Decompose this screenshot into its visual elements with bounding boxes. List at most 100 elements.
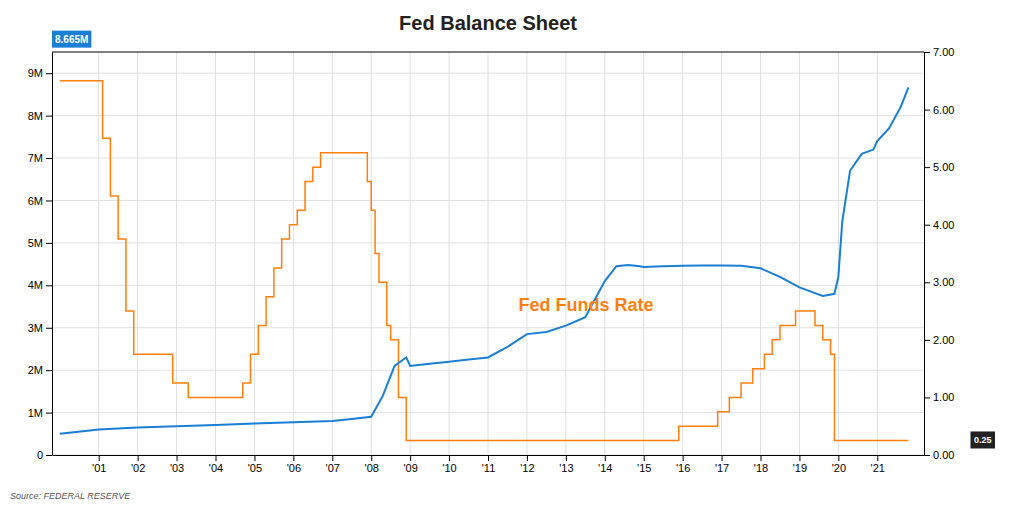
grid-line-y bbox=[52, 158, 924, 159]
annotation: Fed Funds Rate bbox=[519, 295, 654, 315]
tick: '14 bbox=[598, 455, 612, 474]
tick-mark bbox=[46, 285, 52, 286]
grid bbox=[52, 52, 924, 455]
tick-label: 5M bbox=[28, 237, 43, 249]
tick-mark bbox=[449, 455, 450, 461]
tick-mark bbox=[332, 455, 333, 461]
tick-label: 1M bbox=[28, 407, 43, 419]
tick-mark bbox=[924, 167, 930, 168]
tick: 5.00 bbox=[924, 161, 954, 173]
grid-line-x bbox=[488, 52, 489, 455]
grid-line-x bbox=[254, 52, 255, 455]
tick-mark bbox=[46, 370, 52, 371]
y2-axis: 0.001.002.003.004.005.006.007.00 bbox=[924, 46, 954, 461]
tick-label: '07 bbox=[326, 462, 340, 474]
tick: '06 bbox=[287, 455, 301, 474]
tick-mark bbox=[924, 282, 930, 283]
tick: '07 bbox=[326, 455, 340, 474]
grid-line-y bbox=[52, 200, 924, 201]
tick-mark bbox=[46, 200, 52, 201]
tick-mark bbox=[605, 455, 606, 461]
tick: 3M bbox=[28, 322, 52, 334]
tick-mark bbox=[924, 340, 930, 341]
tick: '08 bbox=[365, 455, 379, 474]
grid-line-x bbox=[682, 52, 683, 455]
tick: '09 bbox=[403, 455, 417, 474]
tick-label: '08 bbox=[365, 462, 379, 474]
tick: '01 bbox=[92, 455, 106, 474]
tick: 7M bbox=[28, 152, 52, 164]
tick-label: '13 bbox=[559, 462, 573, 474]
tick: 6M bbox=[28, 194, 52, 206]
tick: 8M bbox=[28, 110, 52, 122]
tick: '05 bbox=[248, 455, 262, 474]
tick-label: '09 bbox=[403, 462, 417, 474]
tick-mark bbox=[371, 455, 372, 461]
tick-mark bbox=[877, 455, 878, 461]
tick-label: '21 bbox=[871, 462, 885, 474]
tick-label: 9M bbox=[28, 67, 43, 79]
tick: 4.00 bbox=[924, 219, 954, 231]
tick: '02 bbox=[131, 455, 145, 474]
tick-label: '01 bbox=[92, 462, 106, 474]
tick-mark bbox=[99, 455, 100, 461]
tick-label: '16 bbox=[676, 462, 690, 474]
tick-label: 7M bbox=[28, 152, 43, 164]
tick: 0 bbox=[37, 449, 52, 461]
tick: '20 bbox=[832, 455, 846, 474]
tick-label: 6.00 bbox=[933, 104, 954, 116]
grid-line-x bbox=[176, 52, 177, 455]
tick-label: '04 bbox=[209, 462, 223, 474]
tick-mark bbox=[527, 455, 528, 461]
tick-label: '20 bbox=[832, 462, 846, 474]
tick-label: 0.00 bbox=[933, 449, 954, 461]
tick-mark bbox=[924, 455, 930, 456]
tick-label: 2M bbox=[28, 364, 43, 376]
tick: 6.00 bbox=[924, 104, 954, 116]
line bbox=[60, 87, 909, 433]
tick-mark bbox=[924, 225, 930, 226]
tick-label: 4.00 bbox=[933, 219, 954, 231]
tick: '16 bbox=[676, 455, 690, 474]
tick: '17 bbox=[715, 455, 729, 474]
tick-label: '17 bbox=[715, 462, 729, 474]
tick: '10 bbox=[442, 455, 456, 474]
grid-line-x bbox=[332, 52, 333, 455]
tick-mark bbox=[177, 455, 178, 461]
tick-label: 5.00 bbox=[933, 161, 954, 173]
tick-label: 4M bbox=[28, 279, 43, 291]
tick: 2M bbox=[28, 364, 52, 376]
grid-line-x bbox=[98, 52, 99, 455]
annotation-value-text: 8.665M bbox=[55, 34, 88, 45]
tick-mark bbox=[293, 455, 294, 461]
tick: '13 bbox=[559, 455, 573, 474]
tick-mark bbox=[683, 455, 684, 461]
tick-mark bbox=[46, 413, 52, 414]
grid-line-x bbox=[449, 52, 450, 455]
tick-mark bbox=[46, 243, 52, 244]
tick: 3.00 bbox=[924, 276, 954, 288]
tick-mark bbox=[46, 116, 52, 117]
tick: '03 bbox=[170, 455, 184, 474]
axis-line bbox=[52, 53, 53, 456]
tick-label: '12 bbox=[520, 462, 534, 474]
tick-mark bbox=[924, 110, 930, 111]
tick-label: 2.00 bbox=[933, 334, 954, 346]
tick-label: '10 bbox=[442, 462, 456, 474]
grid-line-x bbox=[721, 52, 722, 455]
tick-label: '03 bbox=[170, 462, 184, 474]
tick-label: '02 bbox=[131, 462, 145, 474]
tick-mark bbox=[254, 455, 255, 461]
grid-line-x bbox=[293, 52, 294, 455]
tick-mark bbox=[138, 455, 139, 461]
grid-line-x bbox=[760, 52, 761, 455]
tick-label: '19 bbox=[793, 462, 807, 474]
annotation-value-box bbox=[52, 31, 91, 48]
tick: 7.00 bbox=[924, 46, 954, 58]
grid-line-x bbox=[410, 52, 411, 455]
annotation-last-box bbox=[971, 432, 995, 448]
tick-mark bbox=[46, 455, 52, 456]
tick: '18 bbox=[754, 455, 768, 474]
grid-line-x bbox=[877, 52, 878, 455]
tick-mark bbox=[46, 328, 52, 329]
